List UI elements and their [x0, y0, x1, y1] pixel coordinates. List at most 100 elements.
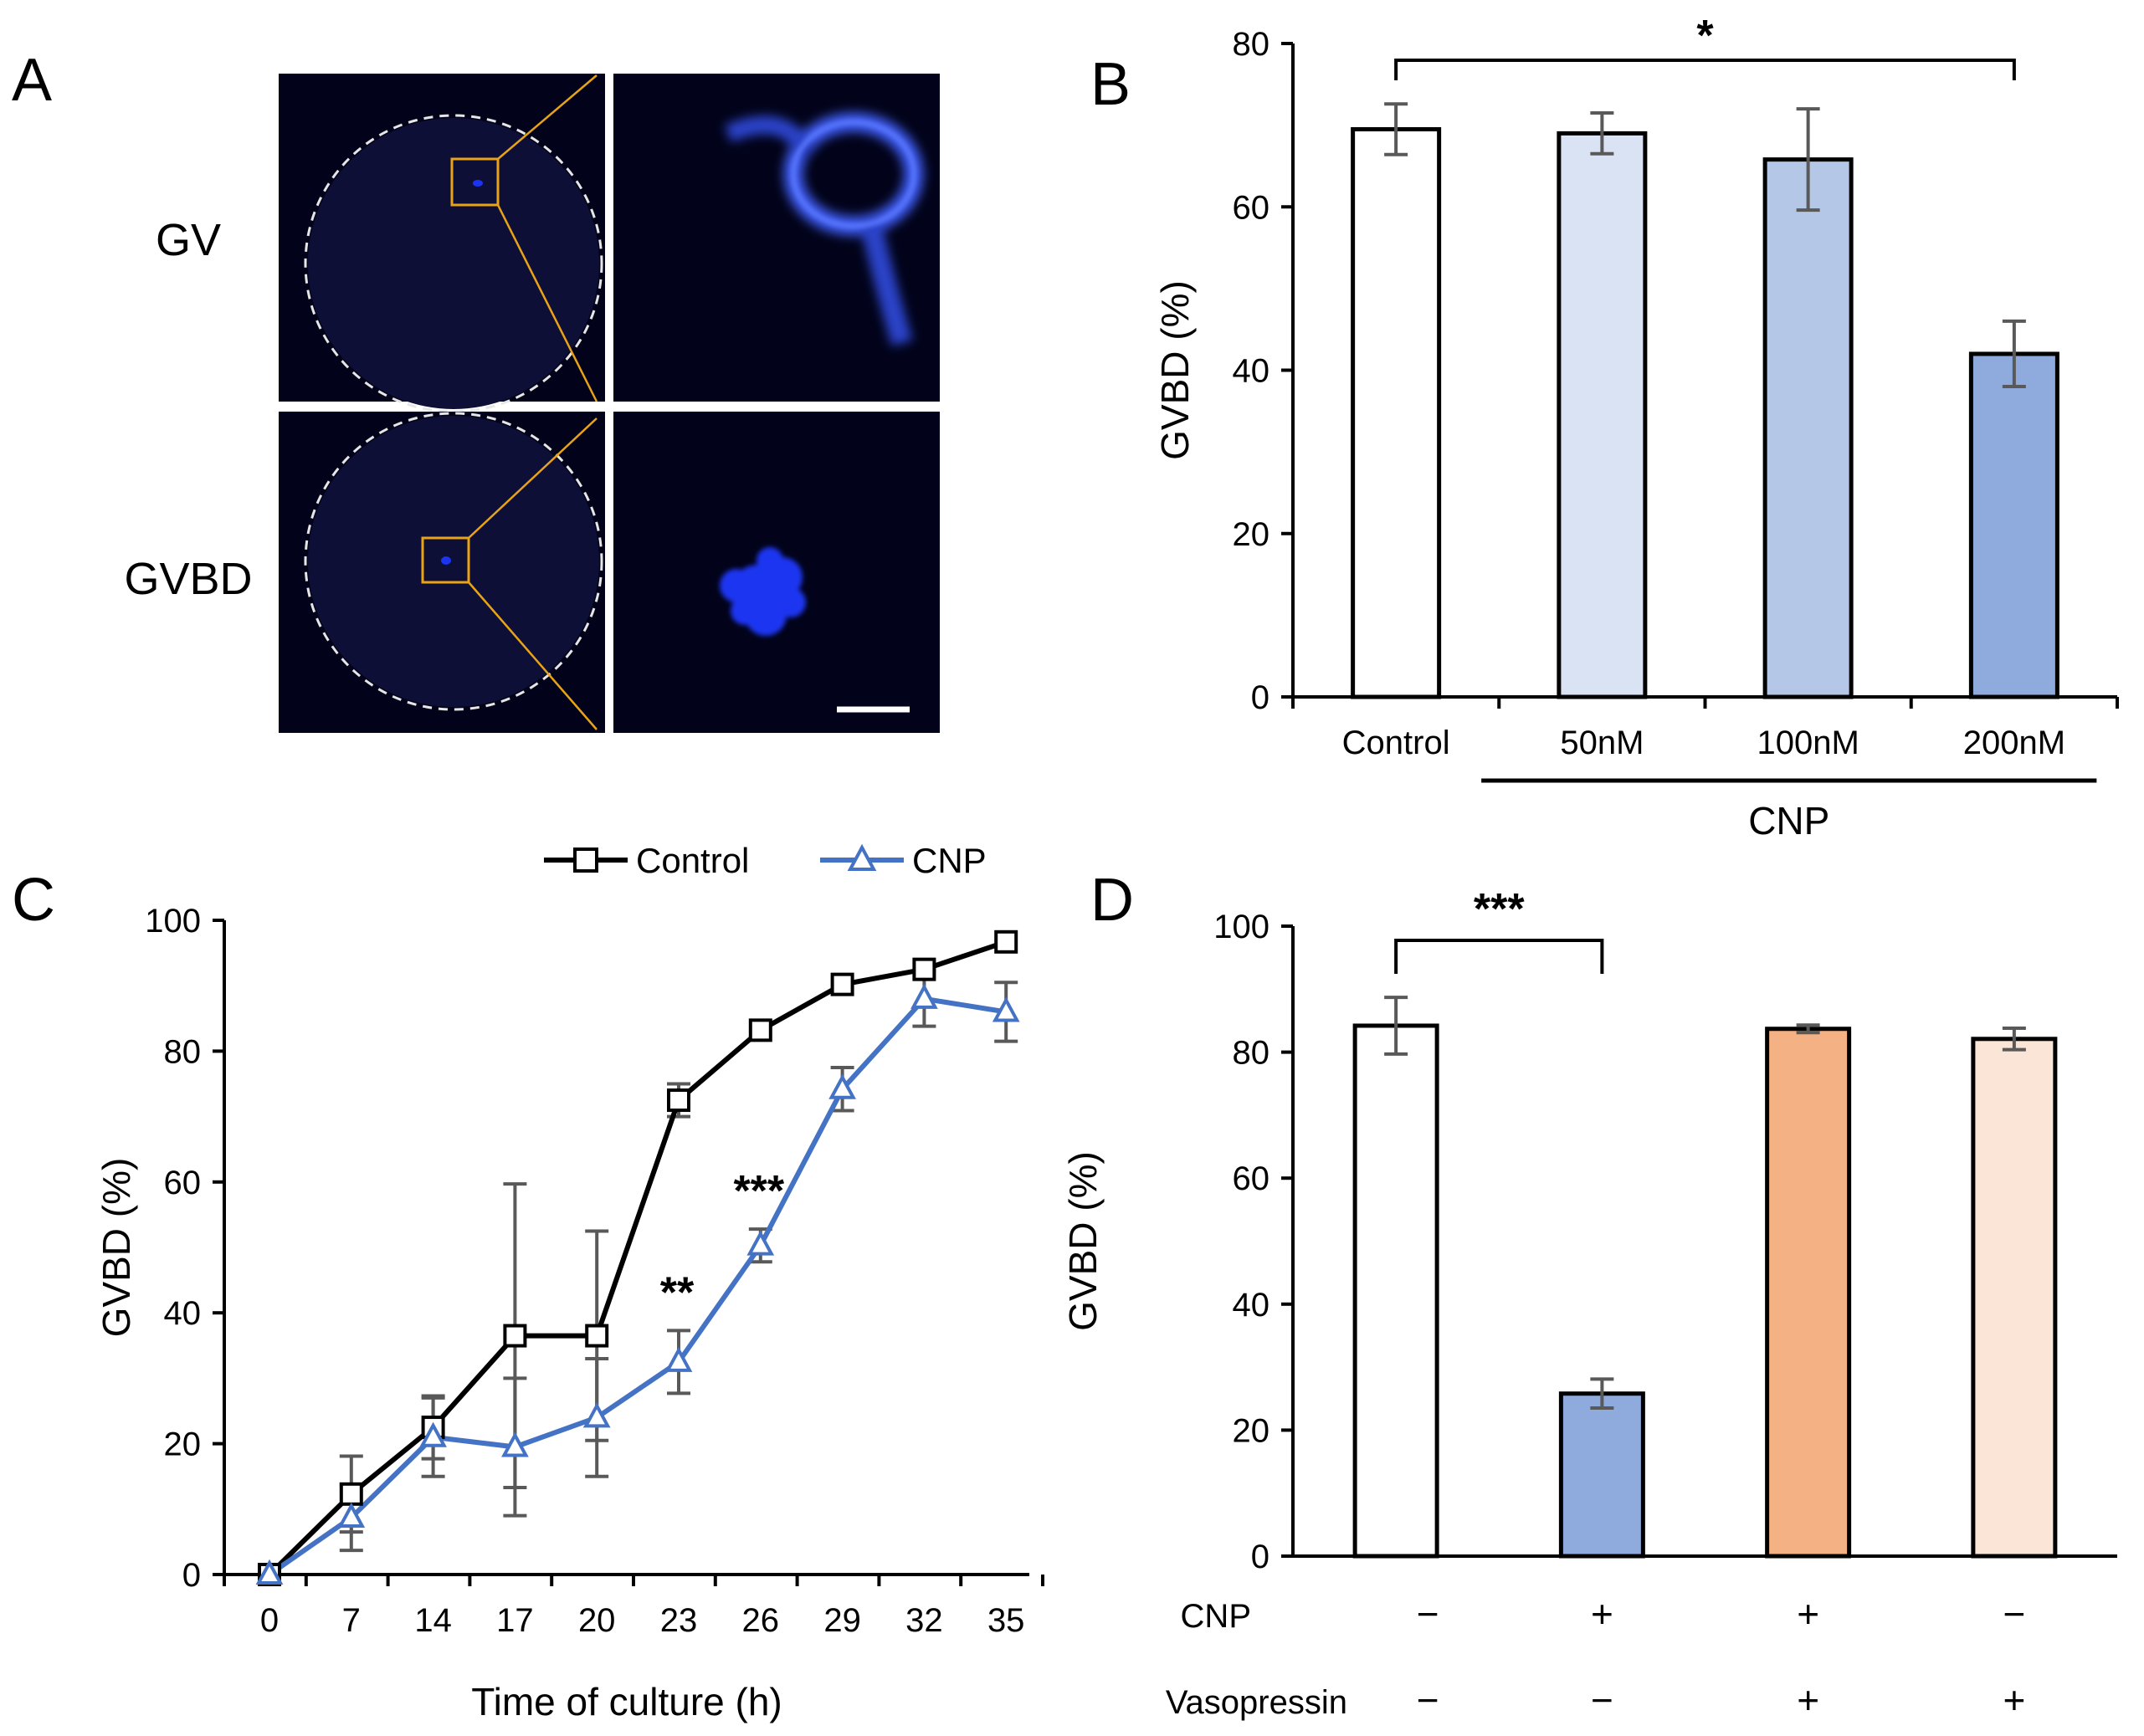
zoom-connector-line	[468, 417, 598, 539]
zoom-connector-line	[468, 581, 598, 730]
chart-b: B Control 50nM 100nM 200nM 0 20 40 60 80 GVBD (%…	[1090, 12, 2119, 842]
y-tick-label: 80	[1233, 26, 1270, 63]
x-tick-label: 0	[260, 1602, 279, 1639]
point-cnp	[664, 1346, 693, 1372]
gvbd-chromatin-spot	[441, 556, 451, 565]
legend-label-control: Control	[636, 841, 749, 880]
y-tick-label: 40	[1233, 1287, 1270, 1324]
x-tick-label: 17	[496, 1602, 534, 1639]
bar-condition-3	[1765, 1027, 1852, 1559]
point-control	[503, 1324, 527, 1348]
chart-b-y-axis-label: GVBD (%)	[1153, 280, 1197, 460]
treatment-sign: +	[1797, 1592, 1819, 1636]
zoom-connector-line	[496, 204, 598, 402]
point-cnp	[582, 1402, 611, 1428]
panel-a-letter: A	[12, 47, 52, 114]
y-tick-label: 100	[1213, 909, 1269, 945]
oocyte-outline-2	[304, 412, 603, 711]
y-tick-label: 60	[164, 1165, 202, 1201]
significance-bracket	[1394, 939, 1604, 974]
point-control	[667, 1088, 690, 1113]
micrograph-gv-zoom	[613, 74, 940, 402]
bar-control	[1351, 127, 1442, 699]
bar-condition-2	[1558, 1391, 1645, 1559]
treatment-sign: +	[1797, 1678, 1819, 1722]
significance-marker: ***	[733, 1167, 784, 1216]
y-tick-label: 20	[1233, 1412, 1270, 1449]
y-tick-label: 20	[164, 1426, 202, 1463]
point-control	[339, 1482, 363, 1506]
series-line-control	[267, 939, 1008, 1577]
y-tick-label: 40	[1233, 353, 1270, 390]
treatment-sign: −	[1417, 1592, 1439, 1636]
x-tick-label: 7	[342, 1602, 361, 1639]
x-tick-label: 50nM	[1560, 725, 1644, 761]
zoom-connector-line	[497, 74, 598, 160]
treatment-sign: −	[1591, 1678, 1613, 1722]
y-tick-label: 100	[145, 903, 201, 940]
significance-bracket	[1394, 59, 2016, 80]
x-tick-label: Control	[1342, 725, 1450, 761]
bar-condition-1	[1352, 1023, 1439, 1559]
point-control	[748, 1018, 772, 1042]
point-cnp	[501, 1431, 529, 1457]
x-tick-label: 100nM	[1757, 725, 1859, 761]
significance-marker: **	[660, 1268, 695, 1317]
legend-marker-control	[573, 848, 598, 873]
bar-50nm	[1557, 131, 1648, 699]
legend-marker-cnp	[847, 843, 877, 871]
chart-d-y-axis-label: GVBD (%)	[1061, 1151, 1105, 1331]
chart-b-group-label: CNP	[1748, 799, 1829, 842]
y-tick-label: 20	[1233, 516, 1270, 553]
gv-nucleus-spot	[473, 180, 483, 187]
point-control	[830, 972, 854, 996]
panel-a: A GV GVBD	[12, 47, 940, 733]
bar-100nm	[1762, 157, 1854, 699]
bar-condition-4	[1971, 1037, 2058, 1559]
y-tick-label: 80	[1233, 1035, 1270, 1072]
chart-b-significance: *	[1696, 12, 1714, 60]
chart-c-x-axis-label: Time of culture (h)	[471, 1680, 782, 1723]
panel-c-letter: C	[12, 867, 55, 934]
point-cnp	[337, 1502, 366, 1528]
micrograph-gvbd-zoom	[613, 412, 940, 733]
chart-c-y-axis-label: GVBD (%)	[95, 1158, 138, 1338]
x-tick-label: 14	[414, 1602, 452, 1639]
point-control	[585, 1324, 609, 1348]
row-label-gv: GV	[156, 215, 221, 265]
x-tick-label: 29	[823, 1602, 861, 1639]
point-cnp	[828, 1073, 856, 1099]
y-tick-label: 0	[1251, 1539, 1269, 1575]
point-control	[912, 957, 936, 981]
x-tick-label: 26	[742, 1602, 780, 1639]
y-tick-label: 40	[164, 1295, 202, 1332]
point-cnp	[992, 996, 1020, 1022]
treatment-sign: −	[1417, 1678, 1439, 1722]
panel-d-letter: D	[1090, 867, 1134, 934]
series-line-cnp	[268, 996, 1007, 1577]
point-cnp	[255, 1559, 284, 1585]
x-tick-label: 32	[905, 1602, 943, 1639]
x-tick-label: 200nM	[1963, 725, 2065, 761]
legend-label-cnp: CNP	[912, 841, 987, 880]
chart-d: D 0 20 40 60 80 100 CNP − + + − Vasopressin − − + + GV…	[1061, 867, 2117, 1722]
panel-b-letter: B	[1090, 51, 1131, 118]
point-control	[994, 929, 1018, 954]
y-tick-label: 60	[1233, 1160, 1270, 1197]
chart-d-significance: ***	[1474, 885, 1525, 934]
micrograph-gv-whole	[279, 74, 605, 413]
zoom-box-gvbd	[421, 536, 470, 584]
oocyte-outline	[304, 114, 603, 413]
y-tick-label: 60	[1233, 189, 1270, 226]
treatment-label-vasopressin: Vasopressin	[1166, 1684, 1347, 1721]
y-tick-label: 0	[1251, 679, 1269, 716]
x-tick-label: 20	[578, 1602, 616, 1639]
bar-200nm	[1968, 351, 2059, 699]
y-tick-label: 80	[164, 1033, 202, 1070]
y-tick-label: 0	[182, 1557, 201, 1594]
x-tick-label: 23	[660, 1602, 698, 1639]
treatment-sign: +	[2003, 1678, 2025, 1722]
treatment-sign: +	[1591, 1592, 1613, 1636]
